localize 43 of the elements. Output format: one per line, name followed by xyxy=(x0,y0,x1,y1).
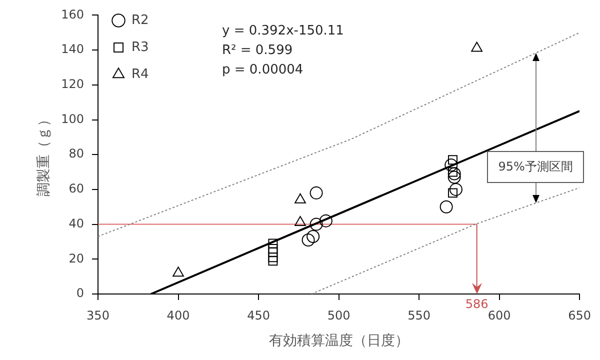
y-tick-label: 20 xyxy=(68,251,84,266)
x-tick-label: 550 xyxy=(408,308,430,322)
point xyxy=(294,193,306,204)
point xyxy=(448,167,461,180)
x-tick-label: 450 xyxy=(247,308,270,322)
y-tick-label: 140 xyxy=(61,42,84,56)
annotation: y = 0.392x-150.11 xyxy=(222,24,344,39)
point xyxy=(444,158,458,172)
point xyxy=(268,252,278,262)
x-tick-label: 650 xyxy=(568,308,591,322)
point xyxy=(448,170,461,184)
point xyxy=(172,266,184,277)
y-tick-label: 80 xyxy=(68,146,84,161)
x-tick-label: 400 xyxy=(166,308,190,322)
annotation: 95%予測区間 xyxy=(498,159,573,174)
point xyxy=(471,42,483,52)
point xyxy=(306,230,320,243)
y-tick-label: 120 xyxy=(61,77,84,92)
point xyxy=(449,182,462,196)
legend-label: R4 xyxy=(132,66,149,82)
point xyxy=(268,256,278,266)
y-tick-label: 160 xyxy=(61,7,84,22)
annotation: R² = 0.599 xyxy=(222,43,293,58)
legend-label: R2 xyxy=(132,12,149,28)
legend-label: R3 xyxy=(132,40,149,55)
y-tick-label: 0 xyxy=(76,286,84,300)
y-tick-label: 60 xyxy=(68,182,84,196)
point xyxy=(268,238,278,248)
x-tick-label: 600 xyxy=(488,308,511,322)
point xyxy=(440,200,453,214)
point xyxy=(310,218,323,231)
x-tick-label: 350 xyxy=(86,308,110,322)
annotation: p = 0.00004 xyxy=(222,62,304,78)
y-tick-label: 40 xyxy=(68,216,84,230)
ref-line-label: 586 xyxy=(465,297,488,312)
y-axis-title: 調製重（ｇ） xyxy=(36,112,52,197)
point xyxy=(294,216,306,226)
x-tick-label: 500 xyxy=(327,308,350,322)
y-tick-label: 100 xyxy=(61,112,84,126)
point xyxy=(302,233,315,246)
point xyxy=(310,186,323,200)
point xyxy=(319,214,332,228)
x-axis-title: 有効積算温度（日度） xyxy=(268,333,409,350)
